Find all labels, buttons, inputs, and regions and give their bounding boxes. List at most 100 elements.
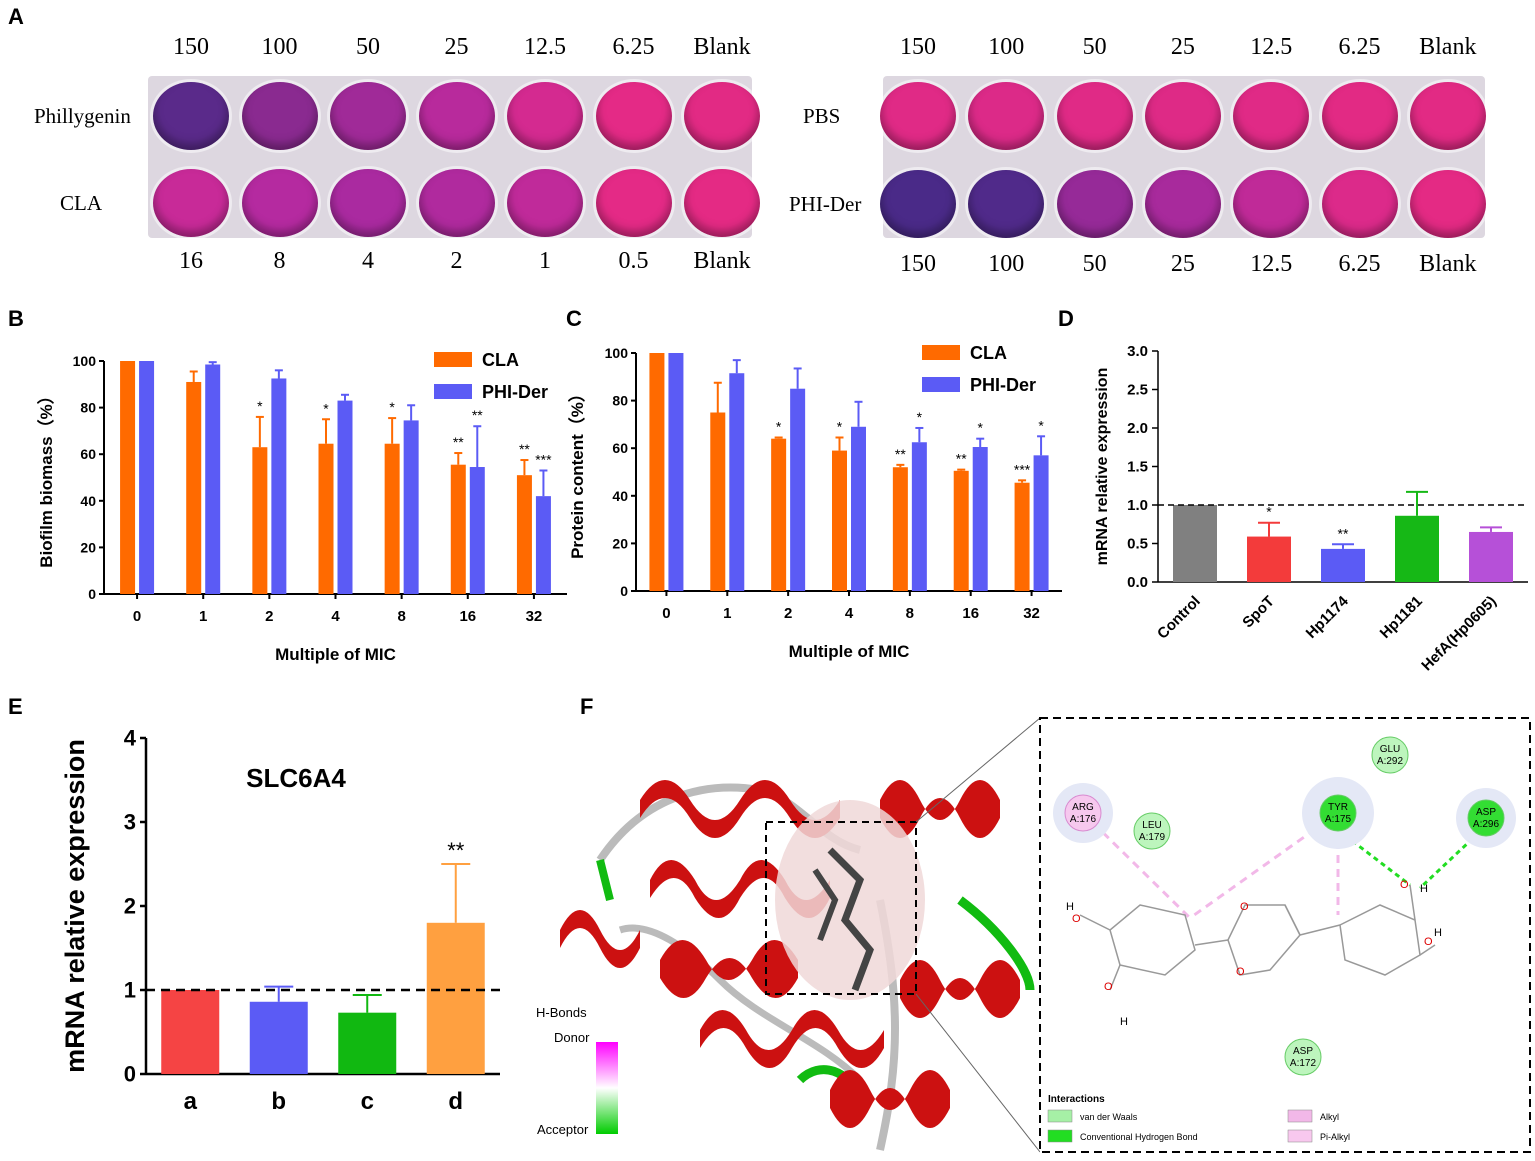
- bar-phi-der: [139, 361, 155, 594]
- bar: [1247, 536, 1291, 582]
- bar-cla: [318, 443, 334, 594]
- y-tick-label: 0: [124, 1061, 136, 1086]
- x-tick-label: 1: [199, 608, 207, 625]
- concentration-label-bottom: 8: [273, 248, 286, 274]
- concentration-label-top: 12.5: [1250, 34, 1293, 60]
- well: [968, 170, 1045, 238]
- x-tick-label: 2: [265, 608, 273, 625]
- residue-tyr-a175: [1319, 794, 1357, 832]
- significance-mark: *: [323, 400, 329, 416]
- concentration-label-bottom: 12.5: [1250, 251, 1293, 277]
- chart-e-slc6a4-expression: 0 1 2 3 4 a b c ** d mRNA relative expression SLC6A…: [60, 725, 500, 1115]
- well: [1233, 82, 1310, 150]
- bar-cla: [710, 412, 726, 591]
- concentration-label-top: 100: [261, 34, 298, 60]
- well: [507, 82, 583, 150]
- interaction-legend-swatch: [1047, 1109, 1073, 1123]
- bar: [1173, 505, 1217, 582]
- concentration-label-top: 25: [444, 34, 469, 60]
- hbond-color-scale: [596, 1042, 618, 1134]
- y-tick-label: 2.0: [1127, 420, 1148, 437]
- concentration-label-top: 6.25: [612, 34, 655, 60]
- well: [418, 169, 495, 237]
- bar-cla: [771, 438, 787, 591]
- atom-label: H: [1420, 883, 1428, 895]
- y-tick-label: 1.5: [1127, 459, 1148, 476]
- bar: [1469, 531, 1513, 582]
- y-tick-label: 20: [80, 539, 96, 555]
- x-tick-label: a: [184, 1088, 198, 1115]
- concentration-label-bottom: 150: [900, 251, 936, 277]
- y-axis-label: Biofilm biomass（%）: [36, 387, 56, 567]
- legend-swatch: [434, 384, 472, 399]
- well: [1409, 170, 1486, 238]
- well: [507, 169, 583, 237]
- interactions-legend-title: Interactions: [1048, 1094, 1105, 1105]
- concentration-label-top: Blank: [1419, 34, 1477, 60]
- well: [330, 82, 406, 150]
- x-tick-label: Hp1174: [1303, 592, 1353, 642]
- x-tick-label: 4: [331, 608, 340, 625]
- well: [595, 82, 672, 150]
- concentration-label-top: 12.5: [524, 34, 566, 60]
- concentration-label-top: 150: [173, 34, 209, 60]
- bar: [249, 1001, 308, 1074]
- significance-mark: **: [447, 838, 465, 863]
- significance-mark: *: [1038, 417, 1044, 433]
- interaction-legend-label: Alkyl: [1320, 1112, 1339, 1122]
- residue-id: A:292: [1377, 756, 1404, 767]
- concentration-label-bottom: 16: [179, 248, 203, 274]
- concentration-label-bottom: 0.5: [618, 248, 649, 274]
- atom-label: O: [1240, 901, 1249, 913]
- significance-mark: *: [837, 418, 843, 434]
- x-tick-label: 16: [962, 605, 979, 622]
- concentration-label-top: 50: [356, 34, 380, 60]
- hbond-legend-title: H-Bonds: [536, 1005, 587, 1020]
- y-tick-label: 1.0: [1127, 497, 1148, 514]
- x-tick-label: Hp1181: [1377, 593, 1426, 642]
- y-tick-label: 40: [612, 488, 628, 504]
- significance-mark: **: [519, 441, 530, 457]
- x-tick-label: 16: [459, 608, 476, 625]
- ligand-sticks: [827, 847, 874, 992]
- bar-cla: [120, 361, 136, 594]
- concentration-label-bottom: 25: [1170, 251, 1195, 277]
- y-axis-label: mRNA relative expression: [60, 739, 90, 1073]
- row-label-pbs: PBS: [803, 104, 841, 128]
- well: [153, 82, 229, 150]
- bar-phi-der: [790, 388, 806, 591]
- atom-label: H: [1120, 1016, 1128, 1028]
- zoom-line-bottom: [915, 993, 1041, 1153]
- well: [880, 82, 956, 150]
- x-tick-label: 1: [723, 605, 731, 622]
- bar: [1395, 515, 1439, 582]
- x-tick-label: SpoT: [1239, 593, 1278, 632]
- legend-swatch: [922, 345, 960, 360]
- interaction-legend-label: Pi-Alkyl: [1320, 1132, 1350, 1142]
- y-tick-label: 0.0: [1127, 574, 1148, 591]
- well: [1144, 170, 1221, 238]
- bar-cla: [384, 443, 400, 594]
- well: [684, 169, 760, 237]
- significance-mark: **: [956, 451, 967, 467]
- x-tick-label: 4: [845, 605, 854, 622]
- bar-phi-der: [911, 442, 927, 591]
- hbond-acceptor-label: Acceptor: [537, 1122, 589, 1137]
- x-axis-label: Multiple of MIC: [789, 642, 910, 661]
- residue-name: ARG: [1072, 802, 1094, 813]
- significance-mark: *: [776, 418, 782, 434]
- x-tick-label: b: [271, 1088, 286, 1115]
- well: [1056, 170, 1133, 238]
- row-label-phi-der: PHI-Der: [789, 192, 862, 216]
- y-tick-label: 100: [73, 353, 97, 369]
- y-tick-label: 60: [80, 446, 96, 462]
- y-tick-label: 20: [612, 535, 628, 551]
- well: [418, 82, 495, 150]
- y-axis-label: mRNA relative expression: [1094, 368, 1111, 566]
- y-tick-label: 1: [124, 977, 136, 1002]
- well: [968, 82, 1045, 150]
- bar: [426, 922, 485, 1074]
- concentration-label-bottom: 4: [362, 248, 374, 274]
- protein-cartoon: [560, 780, 1035, 1151]
